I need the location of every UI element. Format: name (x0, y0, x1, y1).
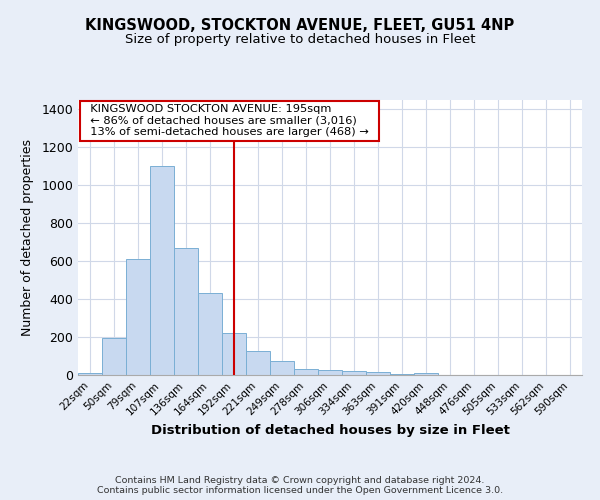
X-axis label: Distribution of detached houses by size in Fleet: Distribution of detached houses by size … (151, 424, 509, 436)
Bar (270, 361, 294, 375)
Bar (222, 334, 246, 375)
Bar (318, 370, 342, 375)
Bar (174, 248, 198, 375)
Text: KINGSWOOD, STOCKTON AVENUE, FLEET, GU51 4NP: KINGSWOOD, STOCKTON AVENUE, FLEET, GU51 … (85, 18, 515, 32)
Bar (390, 374, 414, 375)
Bar (294, 370, 318, 375)
Text: KINGSWOOD STOCKTON AVENUE: 195sqm
  ← 86% of detached houses are smaller (3,016): KINGSWOOD STOCKTON AVENUE: 195sqm ← 86% … (83, 104, 376, 138)
Text: Contains HM Land Registry data © Crown copyright and database right 2024.
Contai: Contains HM Land Registry data © Crown c… (97, 476, 503, 495)
Bar (78, 373, 102, 375)
Bar (246, 352, 270, 375)
Bar (150, 166, 174, 375)
Bar (342, 371, 366, 375)
Bar (198, 294, 222, 375)
Y-axis label: Number of detached properties: Number of detached properties (22, 139, 34, 336)
Bar (366, 372, 390, 375)
Bar (414, 373, 438, 375)
Text: Size of property relative to detached houses in Fleet: Size of property relative to detached ho… (125, 32, 475, 46)
Bar (126, 260, 150, 375)
Bar (102, 338, 126, 375)
